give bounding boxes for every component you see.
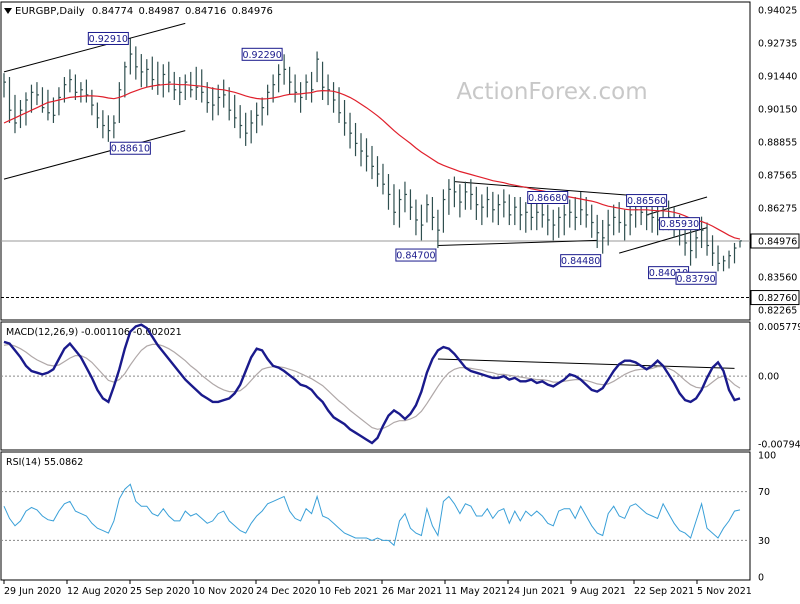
annotation-box-0.85930 xyxy=(659,217,701,231)
annotation-box-0.84480 xyxy=(560,254,602,268)
date-tick-label: 10 Nov 2020 xyxy=(193,586,254,597)
price-annotations: 0.92910 0.92290 0.88610 0.84700 0.86680 0.844… xyxy=(87,31,717,285)
date-tick-label: 12 Aug 2020 xyxy=(67,586,128,597)
axis-labels: 0.94025 0.92735 0.91440 0.90150 0.88855 0.875… xyxy=(3,6,800,597)
annotation-box-0.92910 xyxy=(87,31,129,45)
annotation-label-0.92290: 0.92290 xyxy=(242,50,281,61)
price-trendline-2 xyxy=(454,181,653,198)
price-panel-frame xyxy=(0,1,751,321)
symbol-timeframe: EURGBP,Daily xyxy=(15,6,85,17)
annotation-label-0.84480: 0.84480 xyxy=(561,256,600,267)
macd-tick-label: 0.005779 xyxy=(758,322,800,333)
support-price-box xyxy=(750,290,800,306)
annotation-label-0.92910: 0.92910 xyxy=(89,34,128,45)
annotation-label-0.84700: 0.84700 xyxy=(396,251,435,262)
annotation-box-0.88610 xyxy=(109,141,151,155)
macd-tick-label: 0.00 xyxy=(758,372,779,383)
date-tick-label: 26 Mar 2021 xyxy=(382,586,442,597)
price-trendline-0 xyxy=(3,22,186,73)
date-tick-label: 29 Jun 2020 xyxy=(4,586,61,597)
date-tick-label: 5 Nov 2021 xyxy=(697,586,752,597)
annotation-label-0.84010: 0.84010 xyxy=(649,268,688,279)
annotation-label-0.83790: 0.83790 xyxy=(676,274,715,285)
indicator-lines xyxy=(3,83,741,547)
rsi-tick-label: 30 xyxy=(758,536,770,547)
annotation-box-0.86680 xyxy=(527,191,569,205)
macd-line xyxy=(3,323,741,445)
price-tick-label: 0.91440 xyxy=(758,72,797,83)
price-tick-label: 0.86275 xyxy=(758,203,797,214)
trendlines xyxy=(3,22,735,369)
ohlc-high: 0.84987 xyxy=(138,6,179,17)
rsi-tick-label: 0 xyxy=(758,573,764,584)
current-price-box xyxy=(750,233,800,249)
rsi-tick-label: 100 xyxy=(758,451,776,462)
price-trendline-3 xyxy=(437,239,598,246)
price-trendline-5 xyxy=(619,227,708,254)
annotation-box-0.86560 xyxy=(626,194,668,208)
macd-panel-frame xyxy=(0,321,751,451)
date-tick-label: 24 Dec 2020 xyxy=(256,586,317,597)
rsi-tick-label: 70 xyxy=(758,487,770,498)
annotation-label-0.88610: 0.88610 xyxy=(111,144,150,155)
annotation-box-0.92290 xyxy=(241,47,283,61)
price-tick-label: 0.94025 xyxy=(758,6,797,17)
rsi-title: RSI(14) 55.0862 xyxy=(6,457,83,468)
date-tick-label: 24 Jun 2021 xyxy=(508,586,565,597)
ohlc-close: 0.84976 xyxy=(232,6,273,17)
annotation-label-0.85930: 0.85930 xyxy=(660,219,699,230)
price-bars xyxy=(3,38,742,272)
macd-trendline xyxy=(437,358,735,369)
date-tick-label: 10 Feb 2021 xyxy=(319,586,378,597)
support-price-label: 0.82760 xyxy=(758,293,797,304)
price-tick-label: 0.87565 xyxy=(758,170,797,181)
chart-header: EURGBP,Daily 0.84774 0.84987 0.84716 0.8… xyxy=(15,6,273,17)
rsi-line xyxy=(3,483,741,547)
rsi-panel-frame xyxy=(0,451,751,581)
ohlc-open: 0.84774 xyxy=(92,6,133,17)
date-tick-label: 25 Sep 2020 xyxy=(130,586,190,597)
price-tick-label: 0.84976 xyxy=(758,236,797,247)
price-tick-label: 0.88855 xyxy=(758,137,797,148)
date-tick-label: 9 Aug 2021 xyxy=(571,586,626,597)
annotation-label-0.86560: 0.86560 xyxy=(627,196,666,207)
annotation-box-0.83790 xyxy=(675,271,717,285)
price-tick-label: 0.90150 xyxy=(758,104,797,115)
guide-lines xyxy=(1,240,750,541)
price-tick-label: 0.82265 xyxy=(758,306,797,317)
price-tick-label: 0.92735 xyxy=(758,38,797,49)
date-tick-label: 11 May 2021 xyxy=(445,586,507,597)
header-dropdown-icon xyxy=(4,8,12,14)
annotation-label-0.86680: 0.86680 xyxy=(528,193,567,204)
ohlc-low: 0.84716 xyxy=(185,6,226,17)
price-trendline-4 xyxy=(646,196,708,216)
watermark: ActionForex.com xyxy=(456,79,647,105)
price-trendline-1 xyxy=(3,130,186,180)
macd-signal-line xyxy=(3,343,741,430)
date-tick-label: 22 Sep 2021 xyxy=(634,586,694,597)
annotation-box-0.84700 xyxy=(395,248,437,262)
price-tick-label: 0.83560 xyxy=(758,273,797,284)
macd-title: MACD(12,26,9) -0.001106 -0.002021 xyxy=(6,327,182,338)
moving-average-line xyxy=(3,83,741,240)
